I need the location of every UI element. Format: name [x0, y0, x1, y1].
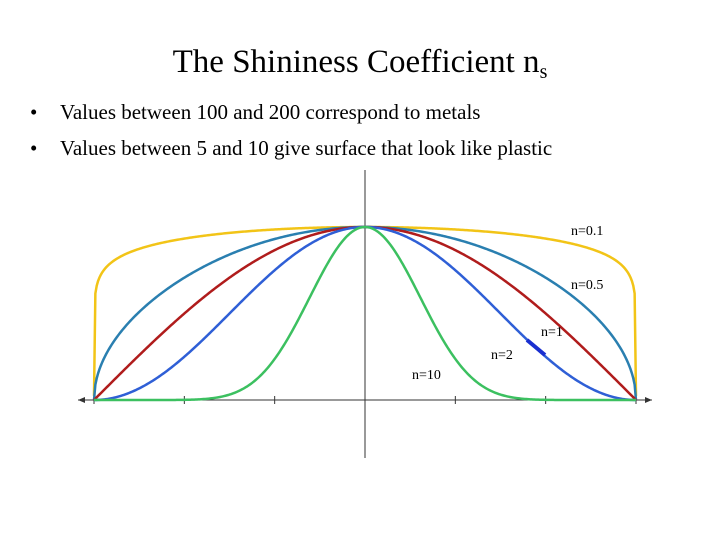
- bullet-item: • Values between 100 and 200 correspond t…: [30, 94, 552, 130]
- slide-title: The Shininess Coefficient ns: [0, 40, 720, 94]
- bullet-list: • Values between 100 and 200 correspond t…: [30, 94, 552, 166]
- bullet-text: Values between 5 and 10 give surface tha…: [60, 136, 553, 160]
- title-text: The Shininess Coefficient n: [172, 44, 540, 80]
- title-subscript: s: [539, 61, 548, 83]
- bullet-item: • Values between 5 and 10 give surface th…: [30, 130, 552, 166]
- highlight-segment: [525, 338, 547, 357]
- bullet-dot-icon: •: [30, 100, 38, 124]
- curve-labels: n=0.1 n=0.5 n=1 n=2 n=10: [412, 224, 603, 383]
- x-axis-right-arrow-icon: [645, 397, 652, 403]
- curves: [92, 225, 638, 402]
- label-n10: n=10: [412, 368, 441, 383]
- label-n0.1: n=0.1: [571, 224, 603, 239]
- label-n2: n=2: [491, 348, 513, 363]
- x-axis-left-arrow-icon: [78, 397, 85, 403]
- bullet-dot-icon: •: [30, 136, 38, 160]
- curve-n-10: [94, 225, 636, 402]
- bullet-text: Values between 100 and 200 correspond to…: [60, 100, 481, 124]
- label-n0.5: n=0.5: [571, 278, 603, 293]
- axes: [78, 170, 652, 458]
- label-n1: n=1: [541, 325, 563, 340]
